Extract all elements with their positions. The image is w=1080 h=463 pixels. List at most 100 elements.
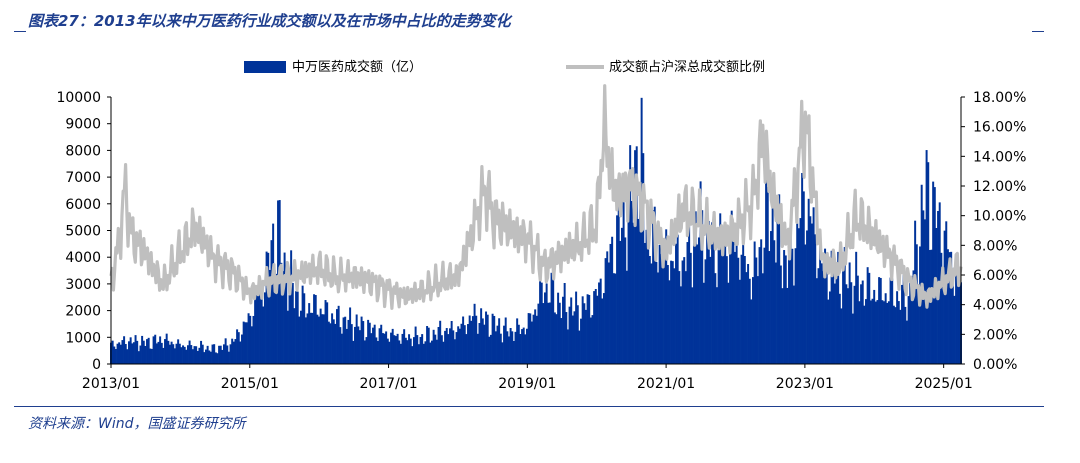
left-tick-label: 9000 <box>65 117 101 133</box>
volume-bar <box>385 331 388 364</box>
volume-bar <box>380 324 383 364</box>
volume-bar <box>339 327 342 364</box>
volume-bar <box>761 273 764 364</box>
volume-bar <box>157 341 160 364</box>
volume-bar <box>162 347 165 364</box>
volume-bar <box>917 291 920 364</box>
volume-bar <box>442 341 445 364</box>
volume-bar <box>588 294 591 364</box>
volume-bar <box>191 349 194 364</box>
x-tick-label: 2017/01 <box>359 376 417 392</box>
volume-bar <box>927 162 930 364</box>
volume-bar <box>226 345 229 364</box>
volume-bar <box>111 340 114 364</box>
volume-bar <box>172 344 175 364</box>
volume-bar <box>460 323 463 364</box>
volume-bar <box>175 343 178 364</box>
volume-bar <box>688 212 691 364</box>
volume-bar <box>679 286 682 364</box>
left-tick-label: 2000 <box>65 304 101 320</box>
x-tick-label: 2025/01 <box>915 376 973 392</box>
volume-bar <box>398 340 401 364</box>
volume-bar <box>123 336 126 364</box>
volume-bar <box>712 212 715 364</box>
volume-bar <box>599 278 602 364</box>
volume-bar <box>776 204 779 364</box>
volume-bar <box>476 333 479 364</box>
volume-bar <box>847 288 849 364</box>
volume-bar <box>263 292 266 364</box>
volume-bar <box>756 276 759 364</box>
volume-bar <box>607 262 610 364</box>
volume-bar <box>596 295 599 364</box>
volume-bar <box>747 263 750 364</box>
volume-bar <box>196 350 199 364</box>
volume-bar <box>304 317 307 364</box>
volume-bar <box>462 316 465 364</box>
volume-bar <box>529 313 532 364</box>
volume-bar <box>303 293 306 364</box>
volume-bar <box>809 216 812 364</box>
volume-bar <box>671 261 674 364</box>
volume-bar <box>318 316 320 364</box>
volume-bar <box>434 334 437 364</box>
volume-bar <box>593 291 596 364</box>
volume-bar <box>892 305 895 364</box>
volume-bar <box>265 251 268 364</box>
volume-bar <box>432 329 435 364</box>
volume-bar <box>393 335 396 364</box>
volume-bar <box>704 259 707 364</box>
volume-bar <box>768 251 771 364</box>
volume-bar <box>463 325 466 364</box>
volume-bar <box>255 295 258 364</box>
volume-bar <box>706 197 709 364</box>
volume-bar <box>218 345 221 364</box>
volume-bar <box>819 245 822 364</box>
legend: 中万医药成交额（亿） 成交额占沪深总成交额比例 <box>244 59 765 75</box>
volume-bar <box>788 259 791 364</box>
volume-bar <box>173 348 176 364</box>
volume-bar <box>571 315 574 364</box>
volume-bar <box>475 315 478 364</box>
volume-bar <box>835 263 838 364</box>
volume-bar <box>887 301 890 364</box>
volume-bar <box>324 300 327 364</box>
volume-bar <box>471 316 474 364</box>
volume-bar <box>455 332 458 364</box>
volume-bar <box>498 318 501 364</box>
volume-bar <box>167 340 170 364</box>
left-tick-label: 0 <box>92 357 101 373</box>
volume-bar <box>507 336 510 364</box>
volume-bar <box>496 325 499 364</box>
volume-bar <box>856 275 859 364</box>
volume-bar <box>707 220 710 364</box>
volume-bar <box>845 284 848 364</box>
right-tick-label: 12.00% <box>973 179 1026 195</box>
volume-bar <box>868 272 871 364</box>
volume-bar <box>897 301 900 364</box>
volume-bar <box>697 237 700 364</box>
volume-bar <box>647 213 650 364</box>
volume-bar <box>314 295 317 364</box>
volume-bar <box>737 257 740 364</box>
x-tick-label: 2015/01 <box>221 376 279 392</box>
volume-bar <box>691 287 694 364</box>
volume-bar <box>953 295 956 364</box>
volume-bar <box>611 236 614 364</box>
volume-bar <box>884 293 887 364</box>
volume-bar <box>499 333 502 364</box>
volume-bar <box>730 210 733 364</box>
volume-bar <box>720 253 723 364</box>
volume-bar <box>368 322 371 364</box>
volume-bar <box>203 352 206 364</box>
volume-bar <box>542 303 545 364</box>
title-left-dash <box>14 31 26 32</box>
volume-bar <box>119 344 122 364</box>
volume-bar <box>734 251 736 364</box>
volume-bar <box>491 313 494 364</box>
volume-bar <box>586 294 589 364</box>
volume-bar <box>504 317 507 364</box>
volume-bar <box>673 268 676 364</box>
volume-bar <box>598 282 601 364</box>
volume-bar <box>478 323 481 364</box>
